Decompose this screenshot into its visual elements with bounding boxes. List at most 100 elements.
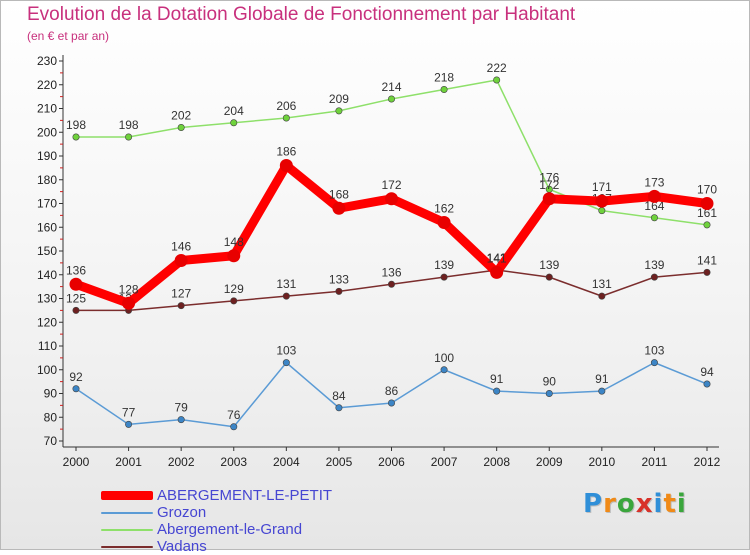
- data-point: [282, 114, 290, 122]
- data-point: [335, 107, 343, 115]
- logo-letter: o: [616, 489, 636, 519]
- logo-letter: r: [603, 489, 617, 519]
- data-point: [335, 404, 343, 412]
- data-point: [69, 277, 83, 291]
- data-point: [72, 385, 80, 393]
- x-tick-label: 2012: [694, 455, 721, 469]
- data-label: 171: [592, 180, 612, 194]
- data-label: 133: [329, 272, 349, 286]
- data-point: [230, 297, 238, 305]
- data-label: 141: [697, 253, 717, 267]
- data-point: [598, 207, 606, 215]
- data-label: 92: [69, 370, 83, 384]
- legend-swatch: [101, 545, 153, 548]
- data-point: [437, 216, 451, 229]
- data-label: 79: [174, 401, 188, 415]
- data-label: 103: [276, 344, 296, 358]
- data-label: 91: [490, 372, 504, 386]
- y-tick-label: 130: [37, 292, 57, 306]
- x-tick-label: 2006: [378, 455, 405, 469]
- data-label: 204: [224, 104, 244, 118]
- data-point: [703, 268, 711, 276]
- y-tick-label: 200: [37, 125, 57, 139]
- series-abergement-le-petit: 136 128 146 148 186 168 172 162 141 172 171 173 170: [66, 145, 717, 310]
- data-label: 84: [332, 389, 346, 403]
- logo-letter: i: [676, 489, 687, 519]
- data-point: [335, 287, 343, 295]
- data-label: 186: [276, 145, 296, 159]
- y-tick-label: 80: [44, 410, 58, 424]
- data-point: [598, 292, 606, 300]
- y-tick-label: 140: [37, 268, 57, 282]
- data-point: [177, 416, 185, 424]
- data-point: [650, 359, 658, 367]
- y-tick-label: 230: [37, 54, 57, 68]
- data-label: 164: [644, 199, 664, 213]
- data-label: 161: [697, 206, 717, 220]
- y-tick-label: 90: [44, 387, 58, 401]
- data-point: [387, 95, 395, 103]
- data-label: 218: [434, 71, 454, 85]
- data-label: 94: [700, 365, 714, 379]
- legend-swatch: [101, 511, 153, 514]
- y-tick-label: 190: [37, 149, 57, 163]
- x-tick-label: 2000: [63, 455, 90, 469]
- data-label: 170: [697, 183, 717, 197]
- y-tick-label: 160: [37, 220, 57, 234]
- data-point: [703, 221, 711, 229]
- legend-label: ABERGEMENT-LE-PETIT: [157, 487, 333, 504]
- x-tick-label: 2008: [483, 455, 510, 469]
- data-label: 131: [276, 277, 296, 291]
- data-point: [177, 302, 185, 310]
- x-tick-label: 2002: [168, 455, 195, 469]
- data-label: 168: [329, 187, 349, 201]
- data-label: 176: [539, 170, 559, 184]
- data-point: [227, 249, 241, 263]
- data-point: [387, 280, 395, 288]
- data-point: [440, 273, 448, 281]
- data-point: [493, 387, 501, 395]
- data-point: [72, 306, 80, 314]
- data-label: 103: [644, 344, 664, 358]
- y-tick-label: 150: [37, 244, 57, 258]
- legend-swatch: [101, 528, 153, 531]
- data-point: [174, 254, 188, 267]
- logo-letter: P: [583, 489, 604, 519]
- y-tick-label: 210: [37, 102, 57, 116]
- chart-subtitle: (en € et par an): [27, 29, 110, 43]
- data-point: [385, 192, 398, 206]
- data-label: 136: [66, 263, 86, 277]
- data-label: 86: [385, 384, 399, 398]
- data-label: 100: [434, 351, 454, 365]
- data-point: [545, 273, 553, 281]
- data-label: 128: [119, 282, 139, 296]
- y-tick-label: 220: [37, 78, 57, 92]
- legend-label: Grozon: [157, 504, 207, 521]
- data-label: 90: [543, 375, 557, 389]
- data-point: [542, 192, 556, 206]
- x-tick-label: 2007: [431, 455, 458, 469]
- x-tick-label: 2010: [588, 455, 615, 469]
- legend-swatch: [101, 491, 153, 500]
- data-point: [125, 133, 133, 141]
- data-point: [387, 399, 395, 407]
- data-label: 129: [224, 282, 244, 296]
- logo-letter: t: [663, 489, 677, 519]
- data-label: 209: [329, 92, 349, 106]
- data-label: 91: [595, 372, 609, 386]
- data-label: 77: [122, 405, 136, 419]
- data-point: [490, 265, 504, 279]
- data-point: [282, 292, 290, 300]
- data-point: [598, 387, 606, 395]
- data-point: [650, 214, 658, 222]
- data-point: [72, 133, 80, 141]
- y-tick-label: 180: [37, 173, 57, 187]
- data-point: [493, 76, 501, 84]
- data-point: [279, 159, 293, 172]
- data-point: [545, 389, 553, 397]
- data-point: [122, 296, 136, 310]
- data-label: 162: [434, 202, 454, 216]
- data-label: 139: [539, 258, 559, 272]
- data-label: 148: [224, 235, 244, 249]
- data-label: 172: [539, 178, 559, 192]
